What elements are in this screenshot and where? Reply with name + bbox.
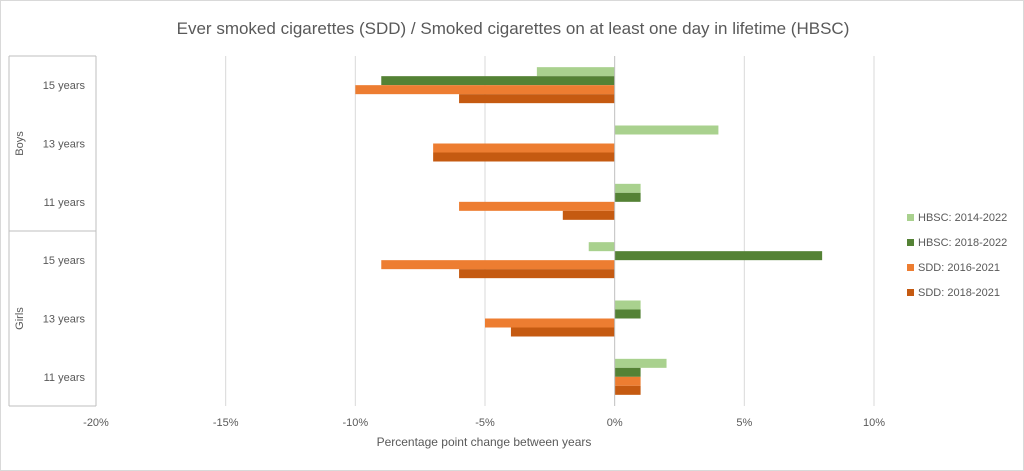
axes: -20% -15% -10% -5% 0% 5% 10% 15 years 13 years 11…	[8, 55, 885, 429]
bar	[355, 85, 615, 95]
bar	[433, 152, 615, 162]
bar	[614, 183, 641, 193]
bar	[614, 376, 641, 386]
bar	[510, 327, 615, 337]
chart-title: Ever smoked cigarettes (SDD) / Smoked ci…	[177, 19, 850, 38]
legend-label: SDD: 2018-2021	[918, 287, 1000, 299]
legend-swatch	[907, 264, 914, 271]
category-label: 11 years	[44, 372, 86, 384]
bars	[355, 67, 823, 395]
bar	[588, 242, 615, 252]
bar	[459, 94, 615, 104]
x-tick-label: -15%	[213, 417, 239, 429]
bar	[614, 385, 641, 395]
legend: HBSC: 2014-2022 HBSC: 2018-2022 SDD: 2016-…	[907, 212, 1007, 299]
x-tick-label: -10%	[342, 417, 368, 429]
x-tick-label: -5%	[475, 417, 495, 429]
bar	[459, 201, 615, 211]
bar	[614, 192, 641, 202]
category-label: 11 years	[44, 197, 86, 209]
bar	[614, 125, 719, 135]
legend-label: HBSC: 2018-2022	[918, 237, 1007, 249]
bar	[614, 367, 641, 377]
legend-label: SDD: 2016-2021	[918, 262, 1000, 274]
bar	[562, 210, 615, 220]
category-label: 15 years	[43, 255, 86, 267]
group-label: Boys	[14, 131, 26, 156]
bar	[381, 260, 615, 270]
x-tick-label: 5%	[736, 417, 752, 429]
x-tick-label: -20%	[83, 417, 109, 429]
bar	[485, 318, 615, 328]
bar	[433, 143, 615, 153]
bar	[614, 251, 823, 261]
group-label: Girls	[14, 307, 26, 330]
bar	[614, 309, 641, 319]
legend-label: HBSC: 2014-2022	[918, 212, 1007, 224]
x-tick-label: 0%	[607, 417, 623, 429]
legend-swatch	[907, 214, 914, 221]
legend-swatch	[907, 289, 914, 296]
bar	[536, 67, 615, 77]
bar	[614, 300, 641, 310]
gridlines	[95, 56, 875, 406]
category-label: 13 years	[43, 314, 86, 326]
bar	[381, 76, 615, 86]
bar	[459, 269, 615, 279]
x-tick-label: 10%	[863, 417, 885, 429]
category-label: 15 years	[43, 80, 86, 92]
legend-swatch	[907, 239, 914, 246]
bar	[614, 358, 667, 368]
category-label: 13 years	[43, 139, 86, 151]
x-axis-title: Percentage point change between years	[377, 435, 592, 449]
